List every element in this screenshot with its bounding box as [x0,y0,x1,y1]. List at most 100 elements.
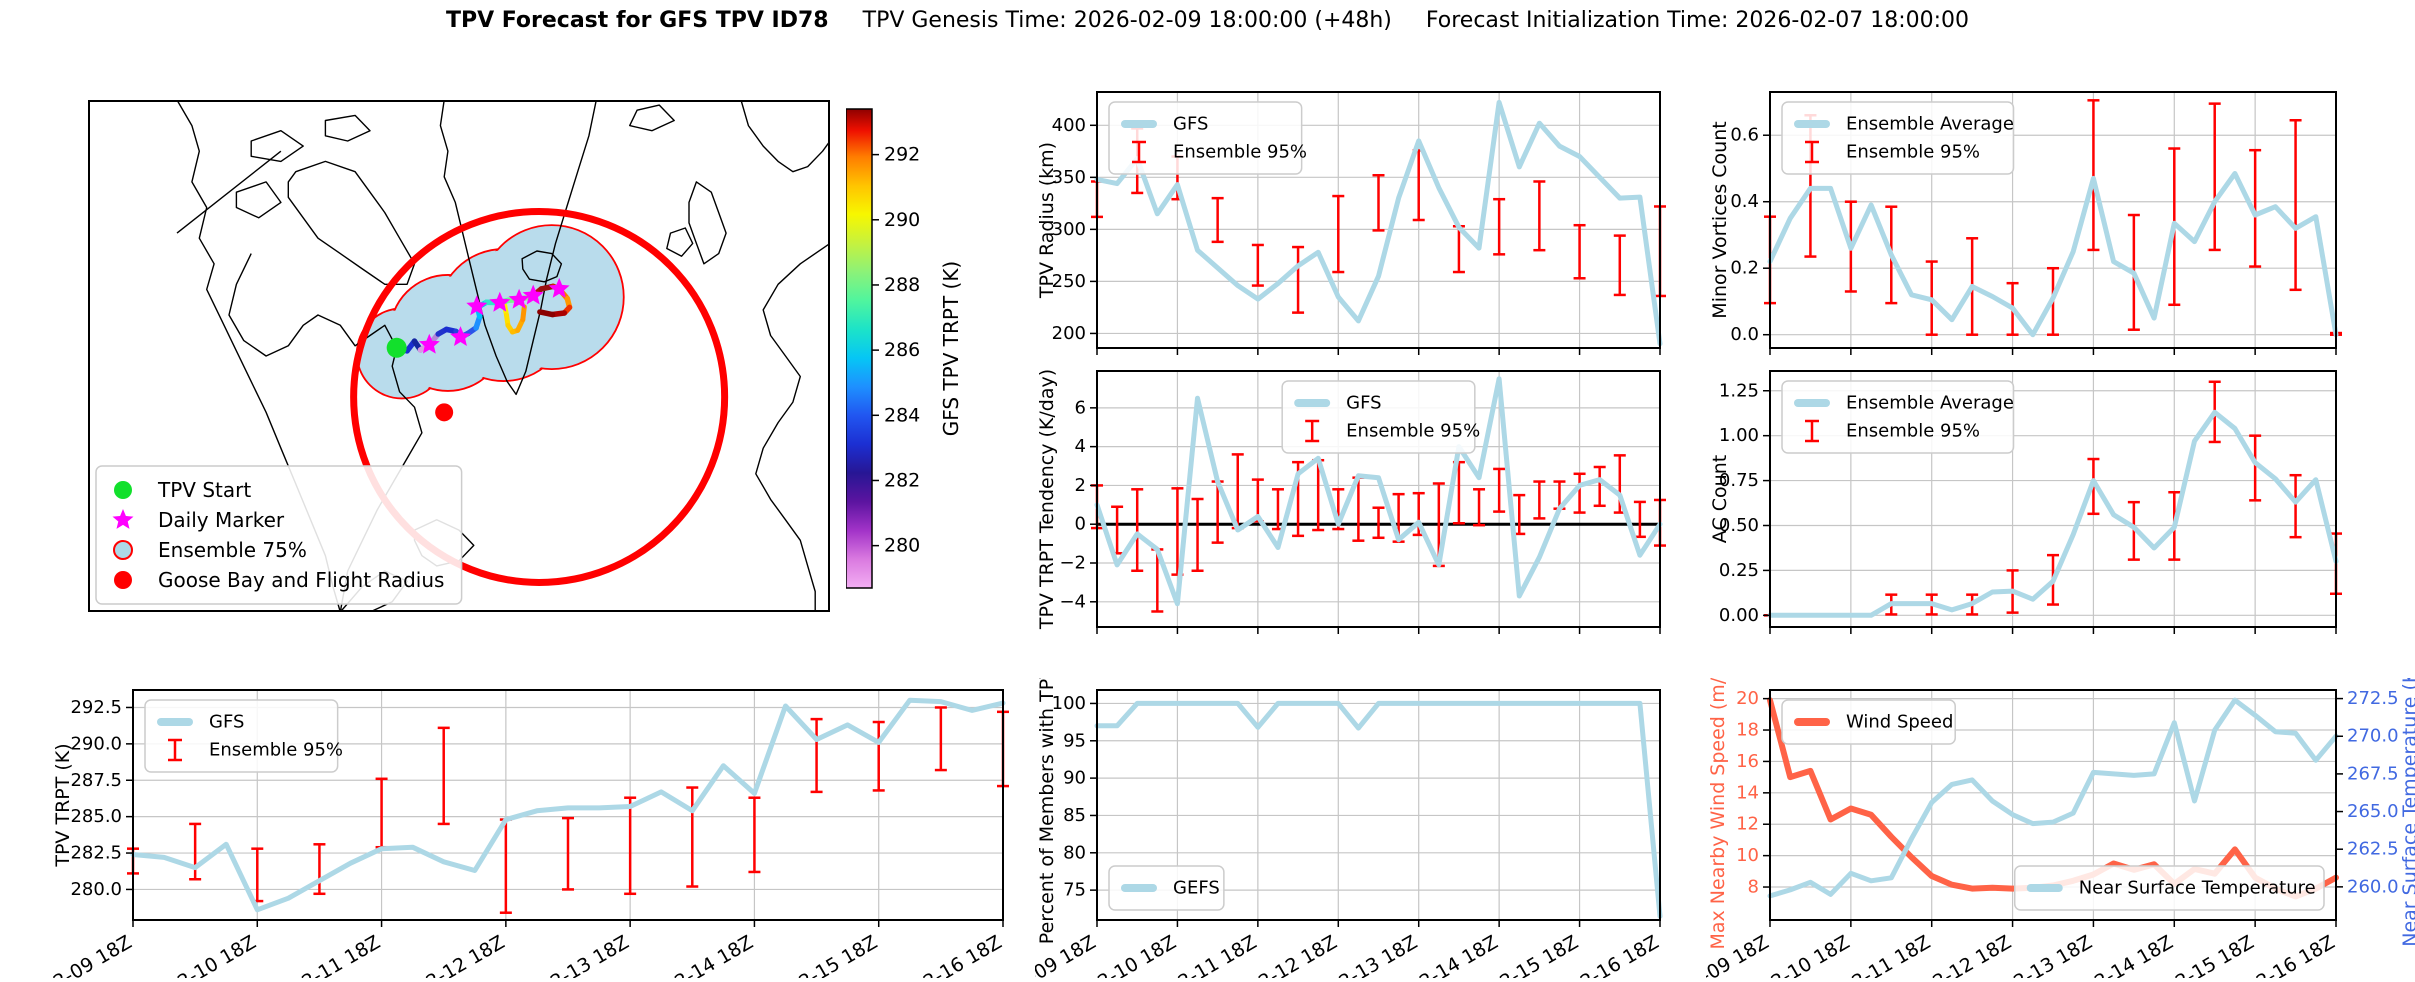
legend-line-glyph [1294,399,1331,407]
x-tick-label: 02-10 18Z [1084,931,1180,978]
colorbar-tick-label: 290 [884,209,920,231]
legend-box [1781,699,1956,745]
colorbar-tick-label: 282 [884,469,920,491]
legend-label: Ensemble 95% [1346,421,1480,442]
tpv_trpt-series-gfs [130,697,1006,913]
legend-box [1108,865,1225,911]
daily-markers [418,277,570,354]
ac_count-series-ensemble-average [1767,409,2339,618]
legend-box [2013,865,2325,911]
map-legend-label: TPV Start [157,478,251,502]
x-tick-label: 02-12 18Z [412,931,508,978]
y-tick-label: 2 [1075,475,1086,496]
x-tick-label: 02-10 18Z [164,931,260,978]
chart-wind-temp: 8 10 12 14 16 18 20 260.0 262.5 265.0 267.5 270.0 27… [1676,660,2415,982]
y-tick-label-right: 262.5 [2347,839,2399,860]
y-tick-label: 0.50 [1719,515,1759,536]
tpv_trpt-svg: 280.0 282.5 285.0 287.5 290.0 292.5 02-09 18Z 0… [39,689,1009,982]
y-tick-label: 20 [1736,688,1759,709]
figure-title: TPV Forecast for GFS TPV ID78 TPV Genesi… [0,8,2415,33]
trpt_tendency-svg: −4 −2 0 2 4 6 TPV TRPT Tendency (K/day) GFS Ense… [1036,369,1666,634]
wind_temp-series-near-surface-temperature [1767,697,2339,899]
legend-line-glyph [1794,120,1830,128]
tpv_radius-ylabel: TPV Radius (km) [1036,142,1058,299]
ac_count-frame [1769,370,2337,628]
trpt_tendency-series-gfs [1094,376,1663,607]
tpv_radius-frame [1096,91,1661,349]
map-legend-label: Ensemble 75% [158,538,307,562]
x-tick-label: 02-13 18Z [536,931,632,978]
chart-trpt-tendency: −4 −2 0 2 4 6 TPV TRPT Tendency (K/day) GFS Ense… [1035,361,1672,643]
wind_temp-svg: 8 10 12 14 16 18 20 260.0 262.5 265.0 267.5 270.0 27… [1676,660,2415,982]
y-tick-label: 18 [1736,720,1759,741]
chart-ac-count: 0.00 0.25 0.50 0.75 1.00 1.25 AC Count Ensemble… [1708,361,2348,643]
trpt_tendency-frame [1096,370,1661,628]
x-tick-label: 02-15 18Z [1486,931,1582,978]
legend-line-glyph [157,718,193,726]
x-tick-label: 02-16 18Z [2242,931,2338,978]
legend-label: GFS [209,712,244,733]
x-tick-label: 02-11 18Z [1164,931,1260,978]
y-tick-label: 10 [1736,845,1759,866]
legend-label: Ensemble 95% [1173,142,1307,163]
y-tick-label: 285.0 [70,806,122,827]
chart-percent-members: 75 80 85 90 95 100 02-09 18Z 02-10 18Z 02-11 18Z… [1003,666,1672,982]
wind_temp-frame [1769,689,2337,921]
colorbar-panel: 280 282 284 286 288 290 292 GFS TPV TRPT (K) [845,100,1016,612]
y-tick-label: 287.5 [70,770,122,791]
map-svg: TPV Start Daily Marker Ensemble 75% Goose B… [88,99,831,613]
y-tick-label: 350 [1052,167,1086,188]
y-tick-label: 282.5 [70,843,122,864]
daily-marker-star [508,288,530,309]
figure-title-init: Forecast Initialization Time: 2026-02-07… [1425,8,1970,33]
wind_temp-ylabel-right: Near Surface Temperature (K) [2399,678,2415,947]
colorbar-bar [845,108,873,589]
legend-line-glyph [2026,884,2063,892]
daily-marker-star [522,284,544,305]
y-tick-label: 0.0 [1730,324,1759,345]
y-tick-label: 12 [1736,814,1759,835]
legend-line-glyph [1121,120,1157,128]
y-tick-label: 400 [1052,115,1086,136]
trpt_tendency-axis-ticks: −4 −2 0 2 4 6 [1059,397,1661,634]
trpt_tendency-ylabel: TPV TRPT Tendency (K/day) [1036,369,1058,630]
y-tick-label: 0.4 [1730,191,1759,212]
y-tick-label-right: 267.5 [2347,763,2399,784]
y-tick-label-right: 260.0 [2347,876,2399,897]
y-tick-label: 90 [1063,768,1086,789]
legend-label: Ensemble Average [1846,114,2014,135]
y-tick-label: 0.6 [1730,125,1759,146]
ac_count-axis-ticks: 0.00 0.25 0.50 0.75 1.00 1.25 [1719,380,2337,634]
percent_members-frame [1096,689,1661,921]
minor_vortices-frame [1769,91,2337,349]
y-tick-label: 4 [1075,436,1086,457]
chart-minor-vortices: 0.0 0.2 0.4 0.6 Minor Vortices Count Ensemble… [1708,82,2348,364]
legend-line-glyph [1794,399,1830,407]
tpv-start-dot [386,337,407,358]
colorbar-tick-label: 284 [884,404,920,426]
colorbar-tick-label: 280 [884,535,920,557]
ac_count-svg: 0.00 0.25 0.50 0.75 1.00 1.25 AC Count Ensemble… [1709,370,2342,634]
goose-bay-dot [435,403,454,422]
y-tick-label: 280.0 [70,879,122,900]
legend-label: GEFS [1173,878,1220,899]
ac_count-legend: Ensemble Average Ensemble 95% [1781,380,2015,454]
percent_members-series-gefs [1094,700,1663,919]
legend-box [1781,101,2015,175]
trpt_tendency-legend: GFS Ensemble 95% [1281,380,1480,454]
map-frame [88,100,830,612]
map-legend: TPV Start Daily Marker Ensemble 75% Goose B… [95,465,463,605]
y-tick-label: 290.0 [70,733,122,754]
tpv_trpt-legend: GFS Ensemble 95% [144,699,343,773]
ac_count-ylabel: AC Count [1709,455,1731,543]
x-tick-label: 02-16 18Z [909,931,1005,978]
legend-label: Ensemble 95% [209,740,343,761]
legend-label: Ensemble 95% [1846,142,1980,163]
x-tick-label: 02-15 18Z [2161,931,2257,978]
map-legend-label: Goose Bay and Flight Radius [158,568,444,592]
y-tick-label: 14 [1736,782,1759,803]
ensemble-75-region [355,224,625,400]
y-tick-label: 1.00 [1719,425,1759,446]
x-tick-label: 02-09 18Z [51,931,136,978]
